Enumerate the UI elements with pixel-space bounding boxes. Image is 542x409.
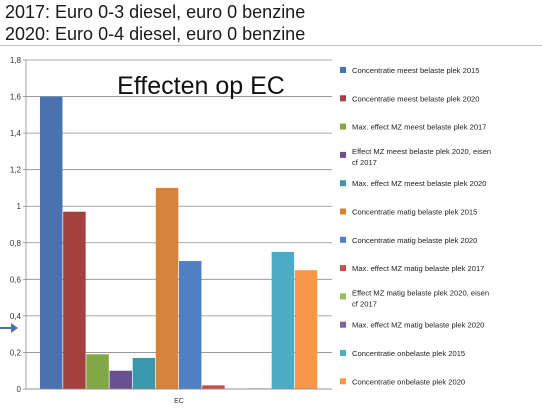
ec-effects-chart: 0 0,2 0,4 0,6 0,8 1 1,2 1,4 1,6 1,8 EC Effecten o… (0, 56, 491, 405)
legend-label: Max. effect MZ matig belaste plek 2017 (352, 264, 484, 273)
header-line-2017: 2017: Euro 0-3 diesel, euro 0 benzine (5, 2, 306, 22)
legend-label: Concentratie matig belaste plek 2020 (352, 236, 477, 245)
y-tick-label: 1,6 (10, 93, 22, 102)
bar (155, 187, 179, 389)
bar (40, 96, 63, 389)
legend-swatch (340, 378, 346, 385)
legend-swatch (340, 236, 346, 243)
legend-swatch (340, 265, 346, 272)
legend-label: Concentratie matig belaste plek 2015 (352, 208, 477, 217)
bar (271, 251, 295, 389)
bar (86, 354, 109, 389)
legend-swatch (340, 95, 346, 102)
bar (109, 370, 132, 389)
bar (132, 357, 156, 389)
legend-label: Max. effect MZ meest belaste plek 2017 (352, 123, 487, 132)
y-tick-label: 1,4 (10, 129, 22, 138)
y-tick-label: 1,2 (10, 166, 22, 175)
legend-label: Max. effect MZ meest belaste plek 2020 (352, 179, 487, 188)
y-tick-label: 0,4 (10, 312, 22, 321)
y-tick-label: 0,6 (10, 275, 22, 284)
legend-label: Concentratie meest belaste plek 2020 (352, 94, 480, 103)
bar (179, 261, 202, 389)
legend-label: Concentratie meest belaste plek 2015 (352, 66, 480, 75)
legend-label: Max. effect MZ matig belaste plek 2020 (352, 321, 484, 330)
bar (63, 211, 86, 389)
legend-label: Concentratie onbelaste plek 2020 (352, 377, 465, 386)
y-axis: 0 0,2 0,4 0,6 0,8 1 1,2 1,4 1,6 1,8 (10, 56, 27, 394)
bar (294, 270, 318, 389)
x-category-label: EC (174, 398, 184, 405)
chart-title: Effecten op EC (117, 72, 285, 100)
legend: Concentratie meest belaste plek 2015 Conc… (340, 66, 491, 386)
y-tick-label: 1 (17, 202, 22, 211)
legend-swatch (340, 67, 346, 73)
legend-swatch (340, 180, 346, 187)
x-axis: EC (26, 388, 332, 405)
arrow-marker-icon (0, 323, 18, 333)
legend-swatch (340, 321, 346, 328)
legend-swatch (340, 123, 346, 130)
legend-label: Effect MZ matig belaste plek 2020, eisen… (352, 288, 489, 308)
y-tick-label: 1,8 (10, 56, 22, 65)
y-tick-label: 0,2 (10, 348, 22, 357)
bar (202, 385, 225, 389)
legend-swatch (340, 151, 346, 158)
header: 2017: Euro 0-3 diesel, euro 0 benzine 20… (0, 0, 542, 46)
legend-swatch (340, 293, 346, 300)
legend-swatch (340, 350, 346, 356)
legend-label: Concentratie onbelaste plek 2015 (352, 349, 465, 358)
y-tick-label: 0,8 (10, 239, 22, 248)
y-tick-label: 0 (17, 385, 22, 394)
header-divider (0, 45, 542, 46)
legend-label: Effect MZ meest belaste plek 2020, eisen… (352, 147, 491, 167)
bars (40, 96, 318, 389)
legend-swatch (340, 208, 346, 215)
header-line-2020: 2020: Euro 0-4 diesel, euro 0 benzine (5, 24, 306, 44)
